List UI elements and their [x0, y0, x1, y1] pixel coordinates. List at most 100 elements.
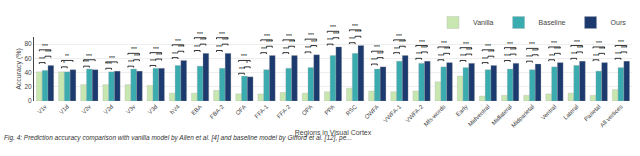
svg-text:***: *** [554, 46, 560, 52]
svg-text:***: *** [507, 41, 513, 47]
svg-text:***: *** [83, 59, 89, 65]
svg-text:***: *** [194, 44, 200, 50]
svg-text:***: *** [311, 39, 317, 45]
svg-text:V3v: V3v [125, 104, 137, 116]
svg-text:***: *** [529, 41, 535, 47]
svg-text:Baseline: Baseline [539, 19, 566, 26]
svg-text:***: *** [45, 49, 51, 55]
svg-text:***: *** [394, 46, 400, 52]
svg-text:Ours: Ours [611, 19, 627, 26]
svg-text:OWFA: OWFA [363, 104, 380, 121]
svg-text:***: *** [86, 53, 92, 59]
svg-text:20: 20 [24, 83, 32, 90]
svg-text:***: *** [574, 39, 580, 45]
svg-text:***: *** [106, 61, 112, 67]
svg-text:***: *** [577, 45, 583, 51]
svg-text:***: *** [593, 53, 599, 59]
svg-text:V3d: V3d [147, 104, 159, 116]
svg-text:***: *** [156, 52, 162, 58]
svg-text:***: *** [621, 45, 627, 51]
svg-text:80: 80 [24, 40, 32, 47]
svg-text:FFA-1: FFA-1 [254, 103, 270, 119]
svg-text:V1v: V1v [36, 104, 48, 116]
svg-text:***: *** [399, 39, 405, 45]
svg-text:VWFA-1: VWFA-1 [382, 103, 403, 124]
svg-text:Early: Early [455, 104, 469, 118]
svg-text:hV4: hV4 [169, 103, 181, 115]
svg-text:***: *** [510, 47, 516, 53]
svg-text:***: *** [441, 40, 447, 46]
svg-text:***: *** [178, 44, 184, 50]
svg-text:***: *** [466, 47, 472, 53]
svg-text:***: *** [175, 38, 181, 44]
svg-text:0: 0 [28, 97, 32, 104]
svg-text:***: *** [283, 46, 289, 52]
svg-text:Midlateral: Midlateral [490, 104, 513, 127]
svg-text:***: *** [261, 46, 267, 52]
svg-text:*: * [63, 60, 65, 66]
svg-text:***: *** [463, 41, 469, 47]
svg-text:40: 40 [24, 69, 32, 76]
svg-text:**: ** [65, 53, 69, 59]
svg-text:FBA-2: FBA-2 [209, 103, 226, 120]
svg-text:Midventral: Midventral [467, 104, 491, 128]
svg-text:***: *** [327, 37, 333, 43]
svg-text:***: *** [239, 66, 245, 72]
svg-text:***: *** [551, 40, 557, 46]
svg-text:V1d: V1d [58, 104, 70, 116]
svg-text:***: *** [197, 31, 203, 37]
svg-text:Regions in Visual Cortex: Regions in Visual Cortex [295, 129, 372, 137]
svg-text:***: *** [421, 45, 427, 51]
svg-text:***: *** [39, 56, 45, 62]
svg-text:***: *** [482, 56, 488, 62]
svg-text:Mfs-words: Mfs-words [423, 104, 447, 128]
svg-text:RSC: RSC [345, 103, 359, 117]
svg-text:OPA: OPA [301, 104, 314, 117]
svg-text:***: *** [599, 46, 605, 52]
svg-text:V2d: V2d [103, 104, 115, 116]
svg-text:***: *** [219, 31, 225, 37]
svg-text:***: *** [526, 54, 532, 60]
svg-text:***: *** [571, 51, 577, 57]
svg-text:All vertices: All vertices [599, 104, 624, 129]
svg-text:***: *** [352, 23, 358, 29]
svg-text:***: *** [374, 44, 380, 50]
svg-text:***: *** [264, 33, 270, 39]
svg-text:***: *** [618, 39, 624, 45]
svg-text:***: *** [266, 39, 272, 45]
svg-text:***: *** [286, 33, 292, 39]
svg-text:60: 60 [24, 55, 32, 62]
svg-text:***: *** [109, 55, 115, 61]
svg-text:***: *** [216, 44, 222, 50]
svg-text:***: *** [444, 46, 450, 52]
svg-text:***: *** [349, 36, 355, 42]
svg-text:***: *** [485, 43, 491, 49]
svg-text:Midparietal: Midparietal [510, 104, 535, 129]
svg-text:***: *** [532, 48, 538, 54]
svg-text:***: *** [200, 37, 206, 43]
svg-text:***: *** [371, 57, 377, 63]
svg-text:*: * [246, 60, 248, 66]
svg-text:***: *** [153, 46, 159, 52]
svg-text:***: *** [128, 59, 134, 65]
svg-text:***: *** [333, 31, 339, 37]
svg-text:***: *** [134, 53, 140, 59]
svg-text:***: *** [308, 32, 314, 38]
svg-text:***: *** [377, 51, 383, 57]
svg-text:***: *** [150, 58, 156, 64]
svg-text:***: *** [615, 51, 621, 57]
svg-text:PPA: PPA [323, 104, 335, 116]
svg-text:***: *** [355, 29, 361, 35]
svg-text:Accuracy (%): Accuracy (%) [15, 48, 23, 90]
svg-text:***: *** [131, 46, 137, 52]
svg-text:***: *** [504, 53, 510, 59]
svg-text:***: *** [42, 43, 48, 49]
svg-text:Fig. 4: Prediction accuracy co: Fig. 4: Prediction accuracy comparison w… [4, 134, 352, 142]
svg-text:Parietal: Parietal [583, 104, 602, 123]
svg-text:***: *** [172, 51, 178, 57]
svg-text:V2v: V2v [81, 104, 93, 116]
svg-text:VWFA-2: VWFA-2 [404, 103, 425, 124]
svg-text:***: *** [438, 53, 444, 59]
svg-text:***: *** [460, 53, 466, 59]
svg-text:***: *** [222, 37, 228, 43]
